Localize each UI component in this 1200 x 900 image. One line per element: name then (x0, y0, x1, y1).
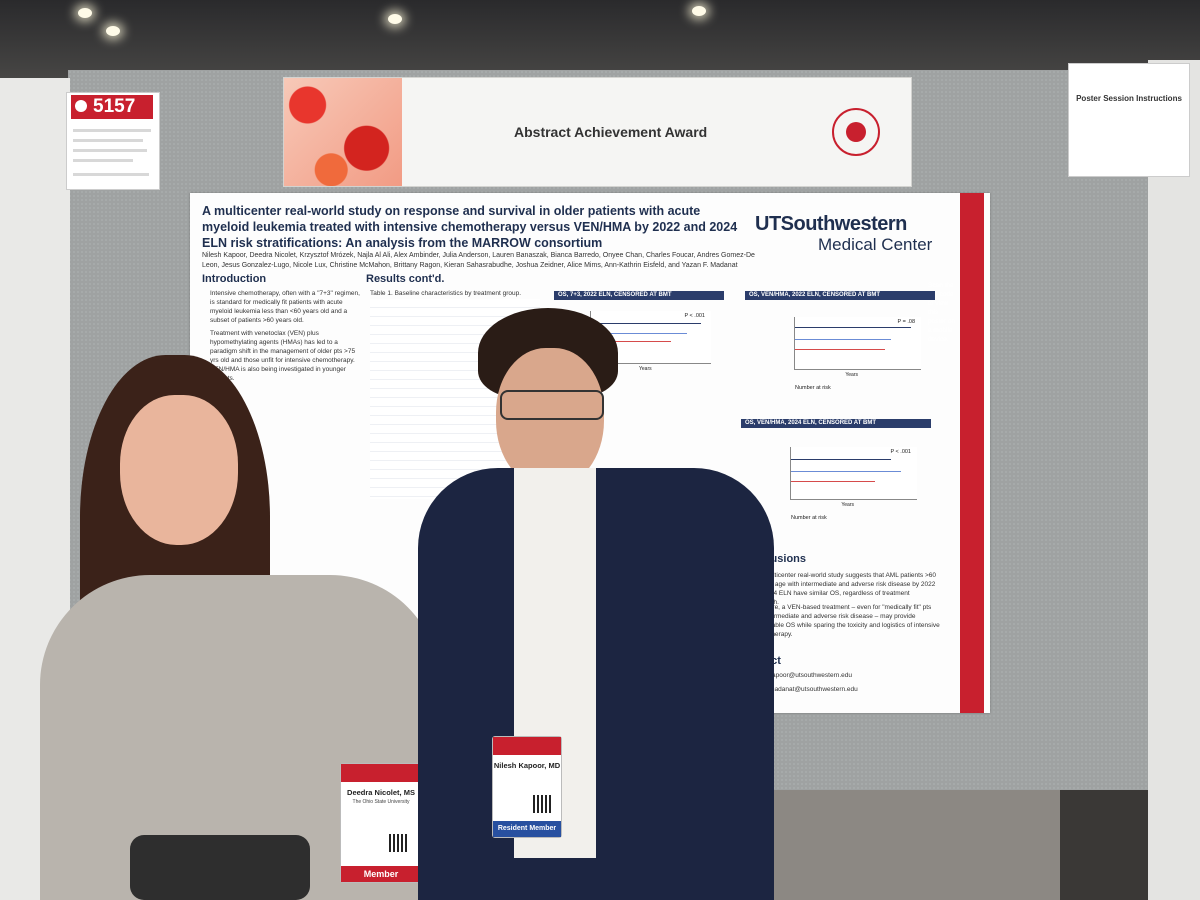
panel-title: OS, VEN/HMA, 2024 ELN, CENSORED AT BMT (741, 419, 931, 428)
face (120, 395, 238, 545)
contact-email: nilesh.kapoor@utsouthwestern.edu (750, 672, 852, 679)
km-curve: P < .001 Years Number at risk (790, 447, 917, 521)
badge-name: Deedra Nicolet, MS (347, 788, 415, 797)
person-right: Nilesh Kapoor, MD Resident Member (418, 308, 778, 900)
name-badge: Nilesh Kapoor, MD Resident Member (492, 736, 562, 838)
ceiling-light (388, 14, 402, 24)
p-value: P = .08 (897, 319, 915, 325)
contact-email: yazan.madanat@utsouthwestern.edu (750, 686, 858, 693)
badge-org: The Ohio State University (352, 799, 410, 805)
qr-instructions: Scan the QR code to view this poster on … (928, 282, 956, 343)
results-heading: Results cont'd. (366, 273, 445, 285)
badge-name: Nilesh Kapoor, MD (493, 761, 561, 770)
panel-title: OS, VEN/HMA, 2022 ELN, CENSORED AT BMT (745, 291, 935, 300)
p-value: P < .001 (684, 313, 705, 319)
award-title: Abstract Achievement Award (514, 124, 708, 140)
badge-type: Resident Member (493, 821, 561, 837)
ceiling-light (78, 8, 92, 18)
crossbody-bag (130, 835, 310, 900)
introduction-text: Intensive chemotherapy, often with a "7+… (210, 290, 360, 324)
instructions-sign: Poster Session Instructions (1068, 63, 1190, 177)
glasses (500, 390, 604, 420)
ash-seal-icon (832, 108, 880, 156)
axis-label: Years (841, 502, 854, 508)
qr-code-icon (389, 834, 407, 852)
navy-blazer (418, 468, 774, 900)
qr-code-icon (533, 795, 551, 813)
abstract-number-card: 5157 (66, 92, 160, 190)
risk-label: Number at risk (795, 385, 831, 391)
axis-label: Years (639, 366, 652, 372)
award-banner: Abstract Achievement Award (283, 77, 912, 187)
booth-divider-right (1148, 60, 1200, 900)
axis-label: Years (845, 372, 858, 378)
badge-type: Member (341, 866, 421, 882)
panel-title: OS, 7+3, 2022 ELN, CENSORED AT BMT (554, 291, 724, 300)
conclusions-text-2: Therefore, a VEN-based treatment – even … (750, 604, 940, 638)
table-caption: Table 1. Baseline characteristics by tre… (370, 290, 522, 297)
ash-logo-icon (75, 100, 87, 112)
institution-logo: UTSouthwestern (755, 213, 907, 235)
km-curve: P = .08 Years Number at risk (794, 317, 921, 391)
blood-cells-image (284, 78, 402, 186)
ash-side-strip (960, 193, 984, 713)
conclusions-text: This multicenter real-world study sugges… (750, 572, 937, 606)
p-value: P < .001 (890, 449, 911, 455)
institution-subtitle: Medical Center (818, 235, 933, 254)
ceiling-light (106, 26, 120, 36)
risk-label: Number at risk (791, 515, 827, 521)
instructions-title: Poster Session Instructions (1076, 94, 1182, 103)
poster-authors: Nilesh Kapoor, Deedra Nicolet, Krzysztof… (202, 252, 755, 269)
person-left: Deedra Nicolet, MS The Ohio State Univer… (40, 355, 480, 900)
floor (760, 790, 1060, 900)
ceiling-light (692, 6, 706, 16)
name-badge: Deedra Nicolet, MS The Ohio State Univer… (340, 763, 422, 883)
introduction-heading: Introduction (202, 273, 267, 285)
poster-title: A multicenter real-world study on respon… (202, 204, 738, 250)
